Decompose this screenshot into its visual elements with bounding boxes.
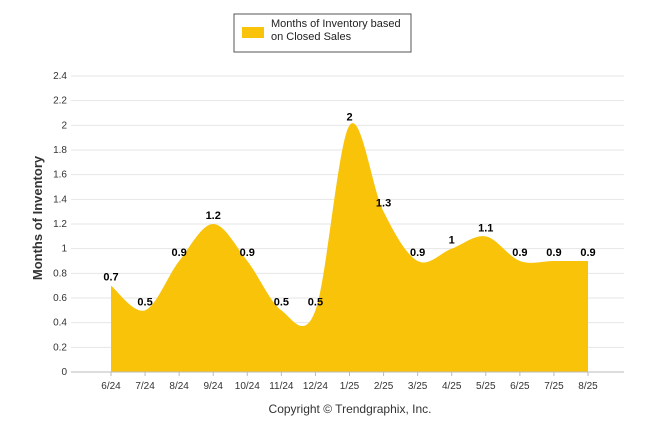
y-tick-label: 2.4	[53, 71, 67, 82]
data-label: 0.5	[274, 296, 289, 308]
data-label: 0.9	[546, 247, 561, 259]
x-tick-label: 8/25	[578, 381, 598, 392]
inventory-area	[111, 123, 588, 372]
x-axis-ticks: 6/24 7/24 8/24 9/24 10/24 11/24 12/24 1/25 2/25 3…	[101, 372, 598, 392]
data-label: 0.5	[308, 296, 323, 308]
y-tick-label: 2	[61, 120, 67, 131]
y-tick-label: 1	[61, 244, 67, 255]
data-label: 2	[346, 111, 352, 123]
x-tick-label: 6/24	[101, 381, 121, 392]
legend-swatch	[242, 27, 264, 38]
y-tick-label: 0.6	[53, 293, 67, 304]
legend: Months of Inventory based on Closed Sale…	[233, 13, 412, 53]
y-tick-label: 0.4	[53, 318, 67, 329]
data-label: 1	[449, 235, 455, 247]
y-tick-label: 1.8	[53, 145, 67, 156]
x-tick-label: 3/25	[408, 381, 428, 392]
data-label: 0.9	[512, 247, 527, 259]
y-tick-label: 1.4	[53, 194, 67, 205]
data-label: 0.9	[171, 247, 186, 259]
data-label: 0.5	[137, 296, 152, 308]
data-label: 0.9	[410, 247, 425, 259]
data-label: 1.3	[376, 198, 391, 210]
data-label: 0.7	[103, 272, 118, 284]
x-tick-label: 8/24	[169, 381, 189, 392]
data-label: 1.2	[206, 210, 221, 222]
x-tick-label: 4/25	[442, 381, 462, 392]
y-axis-ticks: 0 0.2 0.4 0.6 0.8 1 1.2 1.4 1.6 1.8 2 2.2 2.4	[53, 71, 67, 378]
y-tick-label: 1.2	[53, 219, 67, 230]
x-tick-label: 10/24	[235, 381, 260, 392]
x-tick-label: 5/25	[476, 381, 496, 392]
x-tick-label: 2/25	[374, 381, 394, 392]
x-tick-label: 11/24	[269, 381, 294, 392]
y-tick-label: 0.8	[53, 268, 67, 279]
x-tick-label: 9/24	[203, 381, 223, 392]
copyright-credit: Copyright © Trendgraphix, Inc.	[269, 402, 432, 416]
legend-label-line1: Months of Inventory based	[271, 18, 401, 30]
data-label: 0.9	[580, 247, 595, 259]
x-tick-label: 7/24	[135, 381, 155, 392]
y-tick-label: 1.6	[53, 170, 67, 181]
data-label: 1.1	[478, 222, 493, 234]
x-tick-label: 7/25	[544, 381, 564, 392]
legend-label-line2: on Closed Sales	[271, 31, 352, 43]
x-tick-label: 6/25	[510, 381, 530, 392]
data-labels: 0.7 0.5 0.9 1.2 0.9 0.5 0.5 2 1.3 0.9 1 1.1 0.9 0.9 0.…	[103, 111, 595, 308]
y-tick-label: 0	[61, 367, 67, 378]
x-tick-label: 1/25	[340, 381, 360, 392]
y-tick-label: 0.2	[53, 342, 67, 353]
data-label: 0.9	[240, 247, 255, 259]
y-tick-label: 2.2	[53, 96, 67, 107]
y-axis-label: Months of Inventory	[30, 155, 45, 280]
x-tick-label: 12/24	[303, 381, 328, 392]
